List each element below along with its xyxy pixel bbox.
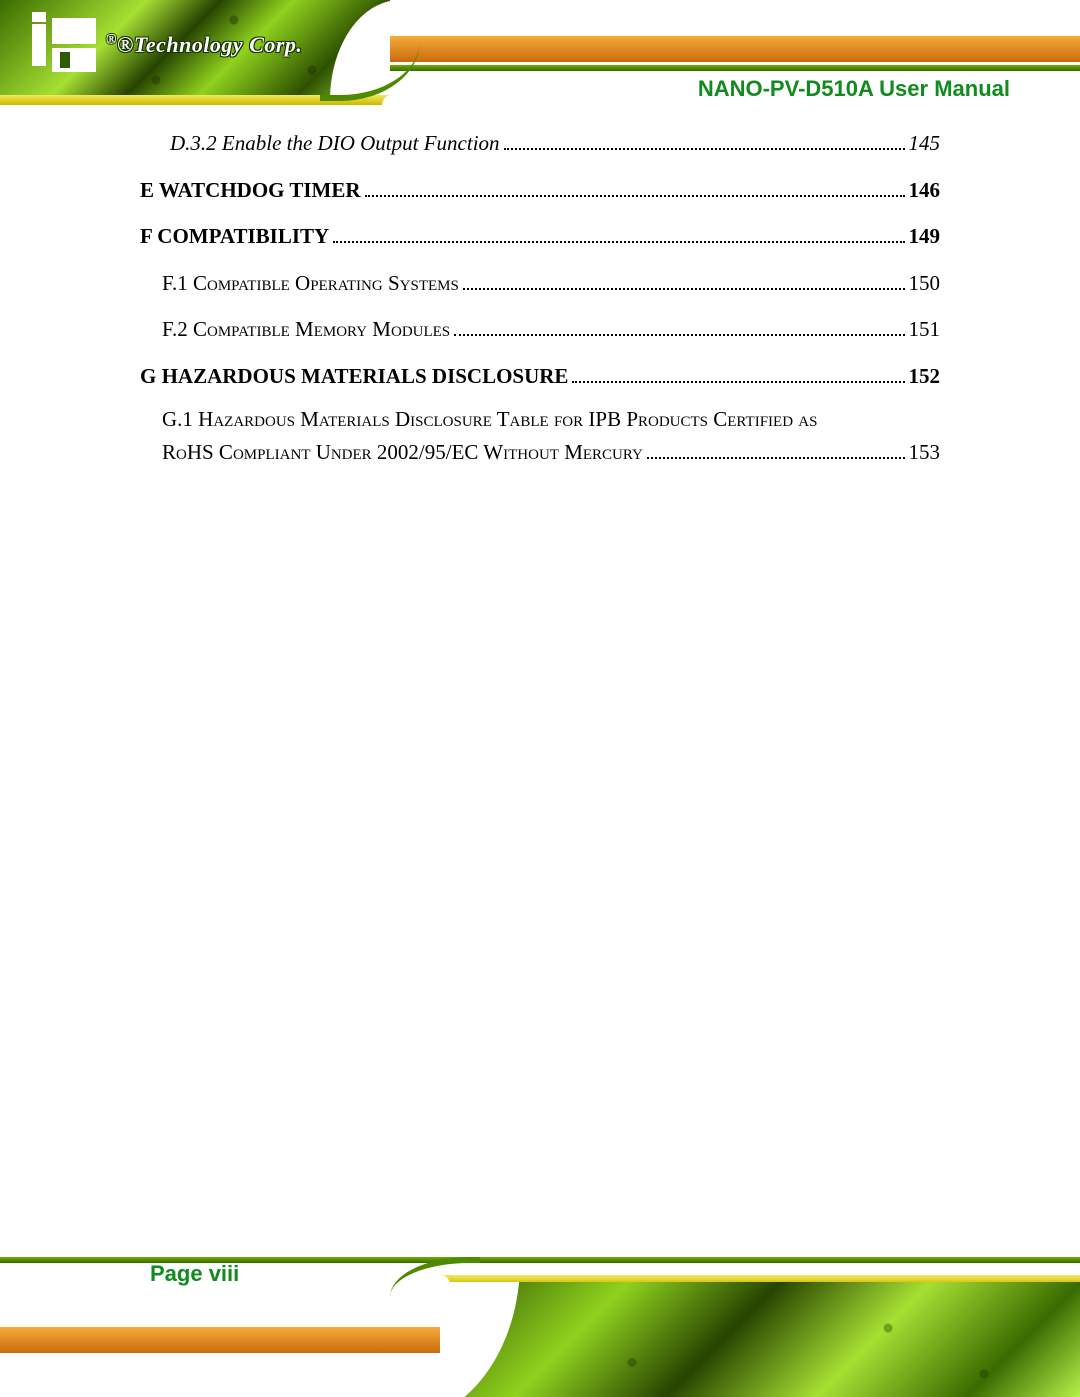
toc-label: F.1 Compatible Operating Systems [162, 268, 459, 300]
toc-leader [463, 288, 905, 290]
toc-entry: F COMPATIBILITY 149 [140, 221, 940, 253]
toc-page: 151 [909, 314, 941, 346]
toc-page: 150 [909, 268, 941, 300]
toc-leader [572, 381, 904, 383]
page-number: Page viii [150, 1261, 239, 1287]
toc-label: D.3.2 Enable the DIO Output Function [170, 128, 500, 160]
toc-label: E WATCHDOG TIMER [140, 175, 361, 207]
toc-entry: G HAZARDOUS MATERIALS DISCLOSURE 152 [140, 361, 940, 393]
toc-page: 145 [909, 128, 941, 160]
toc-page: 146 [909, 175, 941, 207]
toc-leader [647, 457, 905, 459]
toc-entry: G.1 Hazardous Materials Disclosure Table… [162, 407, 940, 465]
page: { "brand": { "logo_text": "®Technology C… [0, 0, 1080, 1397]
toc-leader [333, 241, 904, 243]
toc-entry: E WATCHDOG TIMER 146 [140, 175, 940, 207]
toc-leader [365, 195, 905, 197]
toc-page: 149 [909, 221, 941, 253]
toc-page: 153 [909, 440, 941, 465]
toc-entry: F.1 Compatible Operating Systems 150 [162, 268, 940, 300]
logo-text: ®®Technology Corp. [106, 32, 302, 58]
header-green-line [390, 65, 1080, 71]
toc-label: G.1 Hazardous Materials Disclosure Table… [162, 407, 940, 432]
logo-mark-icon [32, 18, 96, 72]
toc-label: F COMPATIBILITY [140, 221, 329, 253]
table-of-contents: D.3.2 Enable the DIO Output Function 145… [140, 128, 940, 465]
footer-band: Page viii [0, 1257, 1080, 1397]
brand-logo: ®®Technology Corp. [32, 18, 302, 72]
toc-label: G HAZARDOUS MATERIALS DISCLOSURE [140, 361, 568, 393]
toc-label: F.2 Compatible Memory Modules [162, 314, 450, 346]
toc-entry: F.2 Compatible Memory Modules 151 [162, 314, 940, 346]
toc-page: 152 [909, 361, 941, 393]
document-title: NANO-PV-D510A User Manual [698, 76, 1010, 102]
toc-entry: D.3.2 Enable the DIO Output Function 145 [170, 128, 940, 160]
logo-text-label: ®Technology Corp. [117, 32, 302, 57]
toc-leader [454, 334, 904, 336]
footer-pcb-art [440, 1282, 1080, 1397]
toc-label: RoHS Compliant Under 2002/95/EC Without … [162, 440, 643, 465]
toc-leader [504, 148, 905, 150]
header-band: ®®Technology Corp. NANO-PV-D510A User Ma… [0, 0, 1080, 110]
